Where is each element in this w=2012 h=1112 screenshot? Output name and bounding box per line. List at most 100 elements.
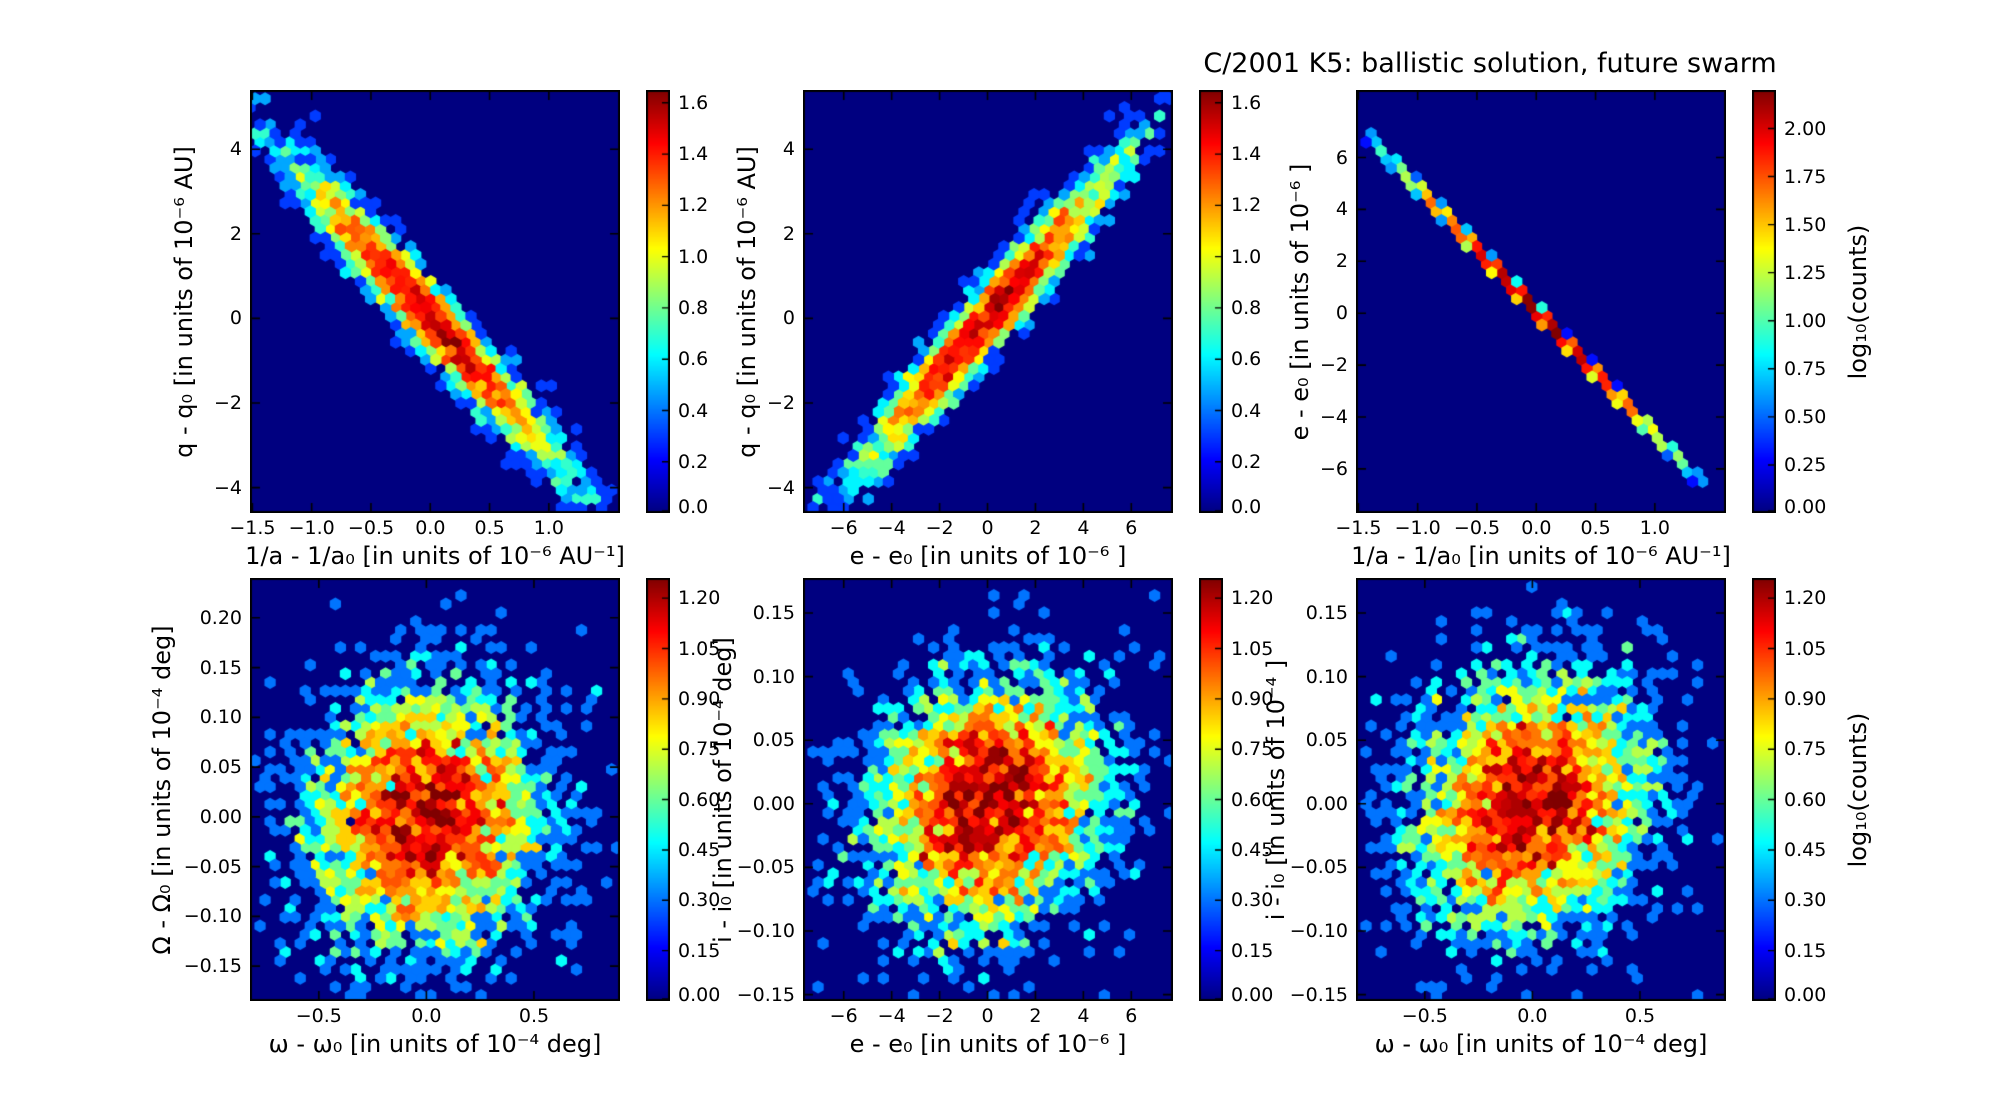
panel-e-vs-inva: e - e₀ [in units of 10⁻⁶ ] 6 4 2 0 −2 −4 −6 −1… xyxy=(1286,90,1872,570)
panel-incl-vs-argperi-colorbar-label: log₁₀(counts) xyxy=(1844,712,1872,867)
colorbar-tick-label: 0.90 xyxy=(678,687,721,710)
y-tick-label: −2 xyxy=(766,392,795,414)
colorbar-tick-label: 0.00 xyxy=(1784,984,1827,1006)
x-tick-label: −0.5 xyxy=(1453,517,1501,539)
panel-incl-vs-argperi-hexbin-canvas xyxy=(1356,578,1726,1001)
colorbar-tick-label: 1.4 xyxy=(1231,143,1262,166)
panel-q-vs-inva-x-axis-label: 1/a - 1/a₀ [in units of 10⁻⁶ AU⁻¹] xyxy=(245,542,625,570)
y-tick-label: −6 xyxy=(1319,457,1348,480)
x-tick-label: 0.0 xyxy=(1517,1005,1548,1027)
colorbar-tick-label: 0.30 xyxy=(1784,889,1827,912)
colorbar-tick-label: 0.75 xyxy=(678,738,721,761)
x-tick-label: 6 xyxy=(1125,517,1138,539)
y-tick-label: −0.05 xyxy=(736,856,795,879)
x-tick-label: 1.0 xyxy=(1639,517,1670,539)
x-tick-label: −1.0 xyxy=(288,517,335,539)
colorbar-tick-label: 0.00 xyxy=(1231,984,1274,1006)
colorbar-tick-label: 0.6 xyxy=(678,348,709,371)
panel-e-vs-inva-hexbin-canvas xyxy=(1356,90,1726,513)
colorbar-tick-label: 1.20 xyxy=(678,587,721,610)
x-tick-label: 0 xyxy=(981,1005,994,1027)
panel-q-vs-e-y-axis-label: q - q₀ [in units of 10⁻⁶ AU] xyxy=(733,145,761,458)
colorbar-tick-label: 1.75 xyxy=(1784,165,1827,188)
panel-node-vs-argperi-colorbar: 0.00 0.15 0.30 0.45 0.60 0.75 0.90 1.05 1.20 xyxy=(646,578,816,1006)
colorbar-tick-label: 0.25 xyxy=(1784,453,1827,476)
panel-q-vs-e-plot-area: 4 2 0 −2 −4 −6 −4 −2 0 2 4 6 xyxy=(767,90,1173,539)
panel-e-vs-inva-colorbar-gradient xyxy=(1752,90,1776,513)
y-tick-label: −0.10 xyxy=(1289,920,1348,942)
y-tick-label: −0.05 xyxy=(1289,856,1348,879)
panel-q-vs-inva-colorbar-gradient xyxy=(646,90,670,513)
panel-incl-vs-e-x-axis-label: e - e₀ [in units of 10⁻⁶ ] xyxy=(849,1030,1127,1058)
panel-incl-vs-e-hexbin-canvas xyxy=(803,578,1173,1001)
y-tick-label: 0.15 xyxy=(1305,602,1348,624)
colorbar-tick-label: 0.2 xyxy=(1231,450,1262,473)
y-tick-label: 0.05 xyxy=(1305,729,1348,752)
x-tick-label: 0.0 xyxy=(415,517,446,539)
panel-incl-vs-argperi: i - i₀ [in units of 10⁻⁴ ] 0.15 0.10 0.05 0… xyxy=(1262,578,1872,1058)
x-tick-label: −0.5 xyxy=(295,1005,342,1027)
panel-q-vs-inva-y-axis-label: q - q₀ [in units of 10⁻⁶ AU] xyxy=(170,145,198,458)
panel-e-vs-inva-colorbar: 0.00 0.25 0.50 0.75 1.00 1.25 1.50 1.75 2.00 log… xyxy=(1752,90,1922,518)
colorbar-tick-label: 2.00 xyxy=(1784,117,1827,140)
panel-incl-vs-argperi-colorbar: 0.00 0.15 0.30 0.45 0.60 0.75 0.90 1.05 1.20 log… xyxy=(1752,578,1922,1006)
figure-title: C/2001 K5: ballistic solution, future sw… xyxy=(1203,48,1777,79)
colorbar-tick-label: 0.30 xyxy=(1231,889,1274,912)
panel-q-vs-inva: q - q₀ [in units of 10⁻⁶ AU] 4 2 0 −2 −4 −1.… xyxy=(170,90,708,570)
y-tick-label: 0 xyxy=(1335,302,1348,325)
colorbar-tick-label: 0.00 xyxy=(678,984,721,1006)
colorbar-tick-label: 1.6 xyxy=(1231,91,1262,114)
colorbar-tick-label: 1.05 xyxy=(1784,637,1827,660)
y-tick-label: 2 xyxy=(782,222,795,245)
x-tick-label: −0.5 xyxy=(1401,1005,1448,1027)
colorbar-tick-label: 0.4 xyxy=(1231,399,1262,422)
colorbar-tick-label: 0.00 xyxy=(1784,496,1827,518)
panel-incl-vs-e-x-tick-labels: −6 −4 −2 0 2 4 6 xyxy=(803,1001,1173,1029)
y-tick-label: 0.05 xyxy=(199,756,242,779)
panel-incl-vs-argperi-plot-area: 0.15 0.10 0.05 0.00 −0.05 −0.10 −0.15 −0.5 0.0 0… xyxy=(1290,578,1726,1027)
y-tick-label: −0.15 xyxy=(1289,983,1348,1006)
y-tick-label: −2 xyxy=(1319,354,1348,377)
colorbar-tick-label: 1.0 xyxy=(678,245,709,268)
y-tick-label: 0.05 xyxy=(752,729,795,752)
y-tick-label: 2 xyxy=(229,222,242,245)
colorbar-tick-label: 1.25 xyxy=(1784,261,1827,284)
panel-incl-vs-argperi-colorbar-gradient xyxy=(1752,578,1776,1001)
colorbar-tick-label: 0.30 xyxy=(678,889,721,912)
y-tick-label: 0.10 xyxy=(199,706,242,729)
colorbar-tick-label: 0.45 xyxy=(1784,838,1827,861)
colorbar-tick-label: 0.4 xyxy=(678,399,709,422)
colorbar-tick-label: 1.6 xyxy=(678,91,709,114)
x-tick-label: −1.0 xyxy=(1394,517,1441,539)
panel-incl-vs-e: i - i₀ [in units of 10⁻⁴ deg] 0.15 0.10 0.… xyxy=(709,578,1273,1058)
panel-incl-vs-argperi-x-tick-labels: −0.5 0.0 0.5 xyxy=(1356,1001,1726,1029)
panel-node-vs-argperi-y-axis-label: Ω - Ω₀ [in units of 10⁻⁴ deg] xyxy=(148,624,176,955)
colorbar-tick-label: 1.05 xyxy=(1231,637,1274,660)
x-tick-label: −4 xyxy=(877,517,906,539)
panel-q-vs-e-x-axis-label: e - e₀ [in units of 10⁻⁶ ] xyxy=(849,542,1127,570)
colorbar-tick-label: 1.4 xyxy=(678,143,709,166)
panel-node-vs-argperi-plot-area: 0.20 0.15 0.10 0.05 0.00 −0.05 −0.10 −0.15 −0.5… xyxy=(184,578,620,1027)
y-tick-label: 2 xyxy=(1335,250,1348,273)
x-tick-label: 0.5 xyxy=(1580,517,1611,539)
colorbar-tick-label: 1.0 xyxy=(1231,245,1262,268)
panel-node-vs-argperi-hexbin-canvas xyxy=(250,578,620,1001)
x-tick-label: 0.0 xyxy=(1521,517,1552,539)
x-tick-label: 4 xyxy=(1077,1005,1090,1027)
panel-q-vs-inva-colorbar: 0.0 0.2 0.4 0.6 0.8 1.0 1.2 1.4 1.6 xyxy=(646,90,816,518)
x-tick-label: 4 xyxy=(1077,517,1090,539)
x-tick-label: −6 xyxy=(829,517,858,539)
panel-node-vs-argperi-x-axis-label: ω - ω₀ [in units of 10⁻⁴ deg] xyxy=(268,1030,602,1058)
colorbar-tick-label: 0.50 xyxy=(1784,405,1827,428)
panel-q-vs-inva-plot-area: 4 2 0 −2 −4 −1.5 −1.0 −0.5 0.0 0.5 1.0 xyxy=(214,90,620,539)
y-tick-label: 0.10 xyxy=(752,665,795,688)
x-tick-label: 0.5 xyxy=(1624,1005,1656,1027)
y-tick-label: 0.15 xyxy=(199,656,242,679)
colorbar-tick-label: 0.45 xyxy=(1231,838,1274,861)
panel-incl-vs-e-colorbar: 0.00 0.15 0.30 0.45 0.60 0.75 0.90 1.05 1.20 xyxy=(1199,578,1369,1006)
panel-q-vs-inva-x-tick-labels: −1.5 −1.0 −0.5 0.0 0.5 1.0 xyxy=(229,513,620,541)
x-tick-label: 1.0 xyxy=(533,517,564,539)
y-tick-label: 4 xyxy=(229,138,242,161)
panel-q-vs-e-colorbar-gradient xyxy=(1199,90,1223,513)
panel-incl-vs-e-y-axis-label: i - i₀ [in units of 10⁻⁴ deg] xyxy=(709,636,737,943)
